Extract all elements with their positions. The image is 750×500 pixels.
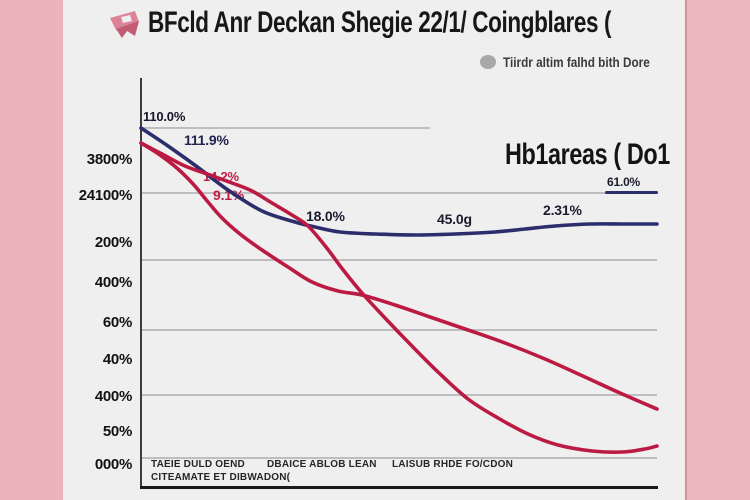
gridline bbox=[141, 259, 657, 261]
data-label: 45.0g bbox=[437, 211, 472, 227]
y-tick-label: 60% bbox=[102, 314, 132, 331]
legend-marker-icon bbox=[480, 55, 496, 69]
data-label: 9.1% bbox=[213, 187, 245, 203]
y-tick-label: 000% bbox=[94, 456, 132, 473]
reference-segment bbox=[605, 191, 658, 194]
series-navy-main bbox=[139, 126, 659, 237]
x-tick-label: TAEIE DULD OEND CITEAMATE ET DIBWADON( bbox=[151, 459, 291, 483]
data-label: 111.9% bbox=[184, 132, 229, 148]
right-pink-border bbox=[685, 0, 750, 500]
y-tick-label: 400% bbox=[94, 388, 132, 405]
series-crimson-steep bbox=[139, 141, 659, 454]
legend-label: Tiirdr altim falhd bith Dore bbox=[503, 54, 650, 70]
data-label: 2.31% bbox=[543, 202, 582, 218]
gridline bbox=[141, 127, 430, 129]
y-tick-label: 40% bbox=[102, 351, 132, 368]
pink-ribbon-icon bbox=[110, 11, 139, 38]
y-tick-label: 50% bbox=[102, 423, 132, 440]
x-tick-label: DBAICE ABLOB LEAN bbox=[267, 459, 377, 470]
y-tick-label: 400% bbox=[94, 274, 132, 291]
legend: Tiirdr altim falhd bith Dore bbox=[480, 54, 678, 70]
x-tick-label: LAISUB RHDE FO/CDON bbox=[392, 459, 514, 470]
page-title: BFcld Anr Deckan Shegie 22/1/ Coingblare… bbox=[148, 6, 612, 39]
y-tick-label: 24100% bbox=[78, 187, 133, 204]
data-label: 61.0% bbox=[607, 175, 641, 189]
gridline bbox=[141, 457, 657, 459]
data-label: 110.0% bbox=[143, 109, 186, 124]
in-chart-big-label: Hb1areas ( Do1 bbox=[505, 138, 670, 171]
series-crimson-gentle bbox=[139, 141, 659, 411]
y-axis-line bbox=[140, 78, 142, 489]
y-tick-label: 200% bbox=[94, 234, 132, 251]
y-tick-label: 3800% bbox=[86, 151, 133, 168]
data-label: 18.0% bbox=[306, 208, 345, 224]
gridline bbox=[141, 394, 657, 396]
left-pink-border bbox=[0, 0, 63, 500]
gridline bbox=[141, 192, 657, 194]
gridline bbox=[141, 329, 657, 331]
x-axis-line bbox=[140, 486, 658, 489]
